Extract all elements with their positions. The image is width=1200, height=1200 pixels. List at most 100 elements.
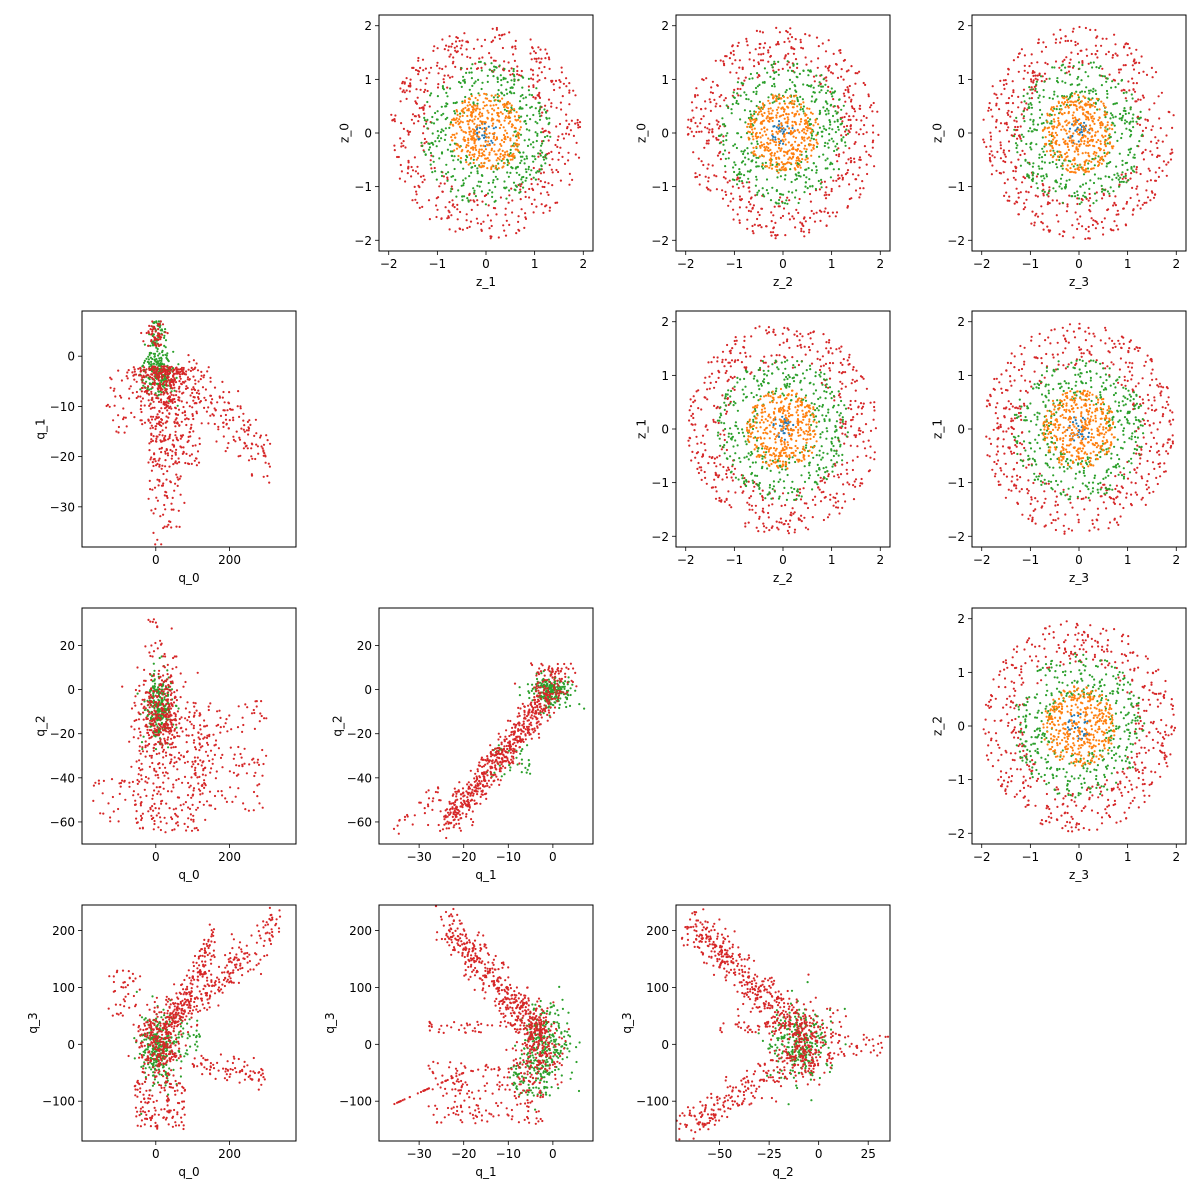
data-point [574, 94, 576, 96]
data-point [1082, 195, 1084, 197]
data-point [436, 62, 438, 64]
data-point [710, 91, 712, 93]
data-point [775, 202, 777, 204]
data-point [998, 108, 1000, 110]
data-point [545, 204, 547, 206]
x-tick-label: 2 [876, 257, 884, 271]
data-point [487, 140, 489, 142]
data-point [831, 128, 833, 130]
data-point [1052, 161, 1054, 163]
data-point [754, 153, 756, 155]
data-point [813, 213, 815, 215]
data-point [532, 74, 534, 76]
data-point [1033, 128, 1035, 130]
data-point [1023, 120, 1025, 122]
data-point [537, 156, 539, 158]
data-point [1163, 160, 1165, 162]
data-point [1068, 160, 1070, 162]
data-point [467, 105, 469, 107]
data-point [1158, 117, 1160, 119]
data-point [418, 116, 420, 118]
data-point [160, 421, 162, 423]
data-point [481, 190, 483, 192]
data-point [723, 63, 725, 65]
data-point [809, 193, 811, 195]
data-point [1055, 132, 1057, 134]
data-point [1013, 129, 1015, 131]
data-point [815, 75, 817, 77]
data-point [1066, 124, 1068, 126]
data-point [171, 458, 173, 460]
data-point [1061, 80, 1063, 82]
data-point [1128, 112, 1130, 114]
data-point [485, 97, 487, 99]
data-point [524, 216, 526, 218]
data-point [818, 180, 820, 182]
data-point [1061, 156, 1063, 158]
data-point [164, 435, 166, 437]
data-point [425, 141, 427, 143]
data-point [771, 168, 773, 170]
data-point [804, 33, 806, 35]
data-point [243, 447, 245, 449]
data-point [1049, 229, 1051, 231]
data-point [533, 177, 535, 179]
data-point [779, 115, 781, 117]
data-point [737, 45, 739, 47]
data-point [478, 136, 480, 138]
data-point [1070, 40, 1072, 42]
data-point [1087, 117, 1089, 119]
data-point [221, 381, 223, 383]
data-point [803, 131, 805, 133]
data-point [858, 133, 860, 135]
data-point [569, 173, 571, 175]
data-point [551, 184, 553, 186]
data-point [466, 144, 468, 146]
data-point [438, 185, 440, 187]
data-point [141, 379, 143, 381]
data-point [852, 115, 854, 117]
data-point [538, 79, 540, 81]
data-point [530, 38, 532, 40]
data-point [770, 199, 772, 201]
data-point [514, 119, 516, 121]
data-point [703, 147, 705, 149]
data-point [831, 138, 833, 140]
data-point [824, 207, 826, 209]
data-point [1041, 113, 1043, 115]
data-point [187, 354, 189, 356]
data-point [1140, 173, 1142, 175]
data-point [815, 172, 817, 174]
data-point [806, 130, 808, 132]
data-point [1114, 195, 1116, 197]
data-point [1109, 133, 1111, 135]
data-point [859, 167, 861, 169]
data-point [864, 145, 866, 147]
data-point [1083, 143, 1085, 145]
data-point [764, 81, 766, 83]
data-point [1110, 228, 1112, 230]
data-point [471, 120, 473, 122]
data-point [757, 225, 759, 227]
data-point [759, 132, 761, 134]
data-point [163, 345, 165, 347]
data-point [752, 207, 754, 209]
data-point [743, 174, 745, 176]
data-point [753, 113, 755, 115]
data-point [797, 144, 799, 146]
data-point [1094, 134, 1096, 136]
data-point [1123, 107, 1125, 109]
data-point [495, 104, 497, 106]
data-point [140, 411, 142, 413]
data-point [1008, 97, 1010, 99]
data-point [1073, 165, 1075, 167]
data-point [825, 113, 827, 115]
data-point [778, 74, 780, 76]
data-point [1132, 97, 1134, 99]
data-point [755, 185, 757, 187]
data-point [1116, 225, 1118, 227]
data-point [158, 416, 160, 418]
data-point [411, 199, 413, 201]
data-point [819, 112, 821, 114]
data-point [399, 87, 401, 89]
